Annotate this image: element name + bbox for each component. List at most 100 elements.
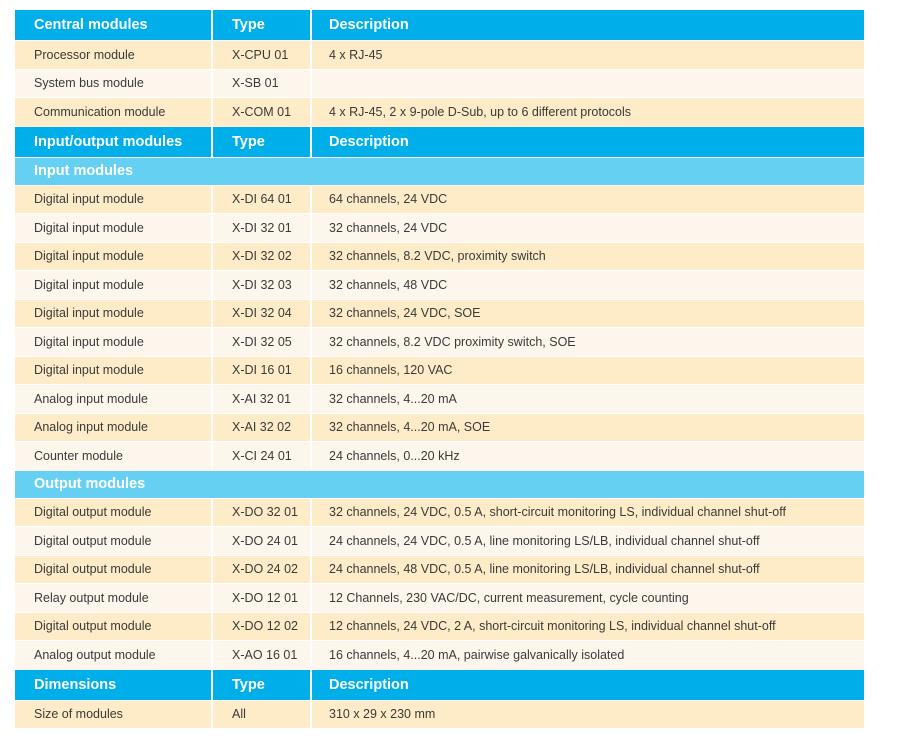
module-type-cell: X-DI 16 01 (213, 356, 312, 384)
module-name-cell: Digital input module (15, 299, 213, 327)
table-row: Analog input module X-AI 32 02 32 channels… (15, 413, 864, 442)
header-cell: Type (213, 126, 312, 157)
table-row: Digital input module X-DI 32 04 32 channel… (15, 299, 864, 328)
central-modules-rows: Processor module X-CPU 01 4 x RJ-45 System … (15, 41, 864, 127)
module-description-cell: 32 channels, 4...20 mA (329, 391, 457, 406)
table-row: Digital output module X-DO 24 02 24 channe… (15, 555, 864, 584)
module-type-cell: X-COM 01 (213, 98, 312, 126)
module-description-cell: 32 channels, 24 VDC, SOE (329, 306, 481, 321)
table-row: Relay output module X-DO 12 01 12 Channels… (15, 584, 864, 613)
module-description-cell: 32 channels, 24 VDC (329, 220, 448, 235)
module-name-cell: Digital input module (15, 242, 213, 270)
module-description-cell: 24 channels, 0...20 kHz (329, 448, 460, 463)
module-type-cell: All (213, 700, 312, 728)
module-description-cell: 16 channels, 120 VAC (329, 363, 453, 378)
module-name-cell: Analog input module (15, 385, 213, 413)
module-type-cell: X-DI 32 05 (213, 328, 312, 356)
table-row: Processor module X-CPU 01 4 x RJ-45 (15, 41, 864, 70)
module-name-cell: Digital output module (15, 498, 213, 526)
module-type-cell: X-DO 24 02 (213, 555, 312, 583)
module-name-cell: Digital input module (15, 271, 213, 299)
header-cell: Central modules (15, 10, 213, 40)
module-description-cell: 12 Channels, 230 VAC/DC, current measure… (329, 590, 689, 605)
module-description-cell (312, 70, 864, 98)
table-row: Digital input module X-DI 32 02 32 channel… (15, 242, 864, 271)
io-modules-header-row: Input/output modules Type Description (15, 126, 864, 157)
module-description-cell: 12 channels, 24 VDC, 2 A, short-circuit … (329, 619, 776, 634)
module-name-cell: Analog input module (15, 413, 213, 441)
module-type-cell: X-DI 32 02 (213, 242, 312, 270)
module-type-cell: X-DO 24 01 (213, 527, 312, 555)
module-type-cell: X-DO 32 01 (213, 498, 312, 526)
dimensions-header-row: Dimensions Type Description (15, 669, 864, 700)
module-type-cell: X-AI 32 01 (213, 385, 312, 413)
module-name-cell: Digital output module (15, 612, 213, 640)
table-row: Communication module X-COM 01 4 x RJ-45, 2… (15, 98, 864, 127)
output-modules-subheader: Output modules (15, 470, 864, 498)
header-cell: Type (213, 669, 312, 700)
header-cell: Description (329, 17, 409, 33)
module-table: Central modules Type Description Process… (15, 10, 864, 729)
module-type-cell: X-CPU 01 (213, 41, 312, 69)
module-name-cell: Digital input module (15, 214, 213, 242)
module-type-cell: X-DI 32 01 (213, 214, 312, 242)
input-modules-rows: Digital input module X-DI 64 01 64 channel… (15, 185, 864, 471)
header-cell: Input/output modules (15, 126, 213, 157)
module-type-cell: X-DO 12 02 (213, 612, 312, 640)
module-type-cell: X-AO 16 01 (213, 641, 312, 669)
header-cell: Type (213, 10, 312, 40)
module-description-cell: 24 channels, 24 VDC, 0.5 A, line monitor… (329, 533, 760, 548)
module-description-cell: 32 channels, 24 VDC, 0.5 A, short-circui… (329, 505, 786, 520)
module-description-cell: 24 channels, 48 VDC, 0.5 A, line monitor… (329, 562, 760, 577)
module-name-cell: Digital output module (15, 555, 213, 583)
module-description-cell: 32 channels, 8.2 VDC proximity switch, S… (329, 334, 576, 349)
table-row: Digital input module X-DI 32 05 32 channel… (15, 328, 864, 357)
table-row: Digital output module X-DO 12 02 12 channe… (15, 612, 864, 641)
dimensions-rows: Size of modules All 310 x 29 x 230 mm (15, 700, 864, 729)
header-cell: Description (329, 133, 409, 150)
table-row: Digital output module X-DO 32 01 32 channe… (15, 498, 864, 527)
module-type-cell: X-AI 32 02 (213, 413, 312, 441)
module-name-cell: Communication module (15, 98, 213, 126)
module-name-cell: Size of modules (15, 700, 213, 728)
module-description-cell: 4 x RJ-45, 2 x 9-pole D-Sub, up to 6 dif… (329, 104, 632, 119)
module-name-cell: Digital output module (15, 527, 213, 555)
table-row: Digital input module X-DI 32 01 32 channel… (15, 214, 864, 243)
table-row: Digital output module X-DO 24 01 24 channe… (15, 527, 864, 556)
module-name-cell: Digital input module (15, 328, 213, 356)
module-type-cell: X-DO 12 01 (213, 584, 312, 612)
module-name-cell: Counter module (15, 442, 213, 470)
subheader-label: Input modules (34, 163, 134, 179)
header-cell: Description (329, 676, 409, 693)
table-row: Digital input module X-DI 16 01 16 channel… (15, 356, 864, 385)
module-description-cell: 4 x RJ-45 (329, 47, 383, 62)
module-name-cell: Analog output module (15, 641, 213, 669)
central-modules-header-row: Central modules Type Description (15, 10, 864, 40)
subheader-label: Output modules (34, 476, 146, 492)
module-type-cell: X-DI 32 04 (213, 299, 312, 327)
module-name-cell: Relay output module (15, 584, 213, 612)
module-type-cell: X-CI 24 01 (213, 442, 312, 470)
module-name-cell: Digital input module (15, 356, 213, 384)
table-row: Analog output module X-AO 16 01 16 channel… (15, 641, 864, 670)
module-description-cell: 64 channels, 24 VDC (329, 192, 448, 207)
module-type-cell: X-DI 64 01 (213, 185, 312, 213)
module-name-cell: System bus module (15, 69, 213, 97)
module-description-cell: 310 x 29 x 230 mm (329, 707, 436, 722)
module-description-cell: 32 channels, 4...20 mA, SOE (329, 420, 491, 435)
table-row: Counter module X-CI 24 01 24 channels, 0..… (15, 442, 864, 471)
module-description-cell: 16 channels, 4...20 mA, pairwise galvani… (329, 647, 625, 662)
header-cell: Dimensions (15, 669, 213, 700)
module-type-cell: X-DI 32 03 (213, 271, 312, 299)
output-modules-rows: Digital output module X-DO 32 01 32 channe… (15, 498, 864, 670)
table-row: Analog input module X-AI 32 01 32 channels… (15, 385, 864, 414)
module-name-cell: Digital input module (15, 185, 213, 213)
table-row: System bus module X-SB 01 (15, 69, 864, 98)
table-row: Digital input module X-DI 32 03 32 channel… (15, 271, 864, 300)
module-type-cell: X-SB 01 (213, 69, 312, 97)
table-row: Digital input module X-DI 64 01 64 channel… (15, 185, 864, 214)
table-row: Size of modules All 310 x 29 x 230 mm (15, 700, 864, 729)
module-description-cell: 32 channels, 48 VDC (329, 277, 448, 292)
input-modules-subheader: Input modules (15, 157, 864, 185)
module-name-cell: Processor module (15, 41, 213, 69)
